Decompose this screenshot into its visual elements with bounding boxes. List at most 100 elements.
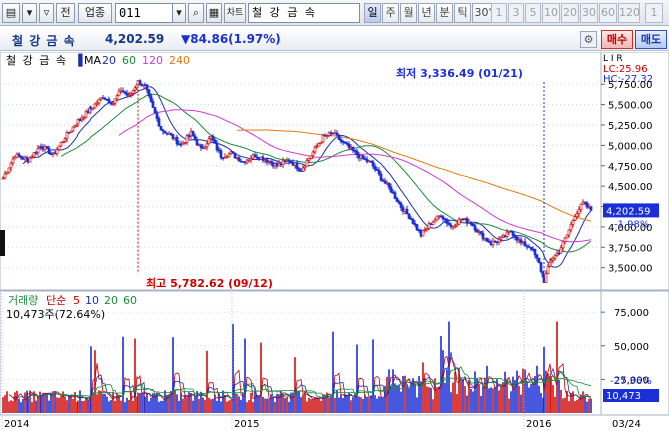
volume-bar xyxy=(358,396,360,413)
menu-icon[interactable]: ▤ xyxy=(2,3,20,23)
volume-bar xyxy=(456,394,458,413)
interval-button-30[interactable]: 30 xyxy=(580,3,598,23)
candle-body xyxy=(11,158,15,164)
candle-body xyxy=(405,208,409,215)
volume-bar xyxy=(208,397,210,413)
volume-bar xyxy=(408,387,410,413)
stock-chart[interactable]: 철 강 금 속 ▐ MA 20 60 120 240 L I R LC:25.96 H… xyxy=(0,52,669,431)
volume-bar xyxy=(520,394,522,413)
candle-body xyxy=(527,246,531,248)
candle-body xyxy=(207,138,211,145)
volume-tick-label: 50,000 xyxy=(614,342,649,353)
volume-bar xyxy=(286,396,288,413)
volume-bar xyxy=(450,392,452,413)
interval-button-20[interactable]: 20 xyxy=(561,3,579,23)
volume-bar xyxy=(96,394,98,413)
volume-bar xyxy=(268,398,270,413)
candle-body xyxy=(551,257,555,261)
volume-bar xyxy=(10,400,12,413)
volume-bar xyxy=(394,383,396,413)
volume-bar xyxy=(432,399,434,413)
volume-bar xyxy=(124,402,126,413)
volume-ma-line-3 xyxy=(61,377,592,397)
volume-bar xyxy=(188,392,190,413)
code-input[interactable]: 011 xyxy=(115,3,173,23)
candle-body xyxy=(253,154,257,158)
volume-bar xyxy=(278,394,280,413)
volume-bar xyxy=(52,391,54,413)
volume-bar xyxy=(462,380,464,413)
candle-body xyxy=(549,260,553,263)
candle-body xyxy=(445,219,449,224)
period-button-4[interactable]: 분 xyxy=(436,3,453,23)
period-button-1[interactable]: 주 xyxy=(382,3,399,23)
candle-body xyxy=(371,161,375,167)
filter-icon[interactable]: ▿ xyxy=(39,3,54,23)
buy-button[interactable]: 매수 xyxy=(601,30,633,49)
interval-button-60[interactable]: 60 xyxy=(599,3,617,23)
period-type-button[interactable]: 전 xyxy=(56,3,75,23)
sell-button[interactable]: 매도 xyxy=(635,30,667,49)
volume-bar xyxy=(156,392,158,413)
corner-label: L I R xyxy=(603,54,623,64)
extra-interval-button[interactable]: 1 xyxy=(645,3,663,23)
volume-bar xyxy=(290,392,292,413)
volume-bar xyxy=(340,394,342,413)
period-button-3[interactable]: 년 xyxy=(418,3,435,23)
price-y-axis: 3,500.003,750.004,000.004,250.004,500.00… xyxy=(601,80,653,275)
candle-body xyxy=(127,94,131,97)
period-button-2[interactable]: 월 xyxy=(400,3,417,23)
volume-grid xyxy=(0,311,601,380)
grid-icon[interactable]: ▦ xyxy=(206,3,222,23)
volume-bar xyxy=(54,390,56,413)
candle-body xyxy=(491,240,495,245)
volume-bar xyxy=(376,398,378,413)
volume-bar xyxy=(172,337,174,413)
volume-bar xyxy=(470,388,472,413)
scroll-handle[interactable] xyxy=(0,230,5,256)
dropdown-arrow-icon[interactable]: ▾ xyxy=(22,3,37,23)
candle-body xyxy=(1,177,5,180)
candle-body xyxy=(59,142,63,147)
volume-bar xyxy=(524,369,526,413)
volume-bar xyxy=(236,393,238,413)
volume-bar xyxy=(396,385,398,413)
volume-bar xyxy=(354,393,356,413)
volume-bar xyxy=(370,395,372,413)
candle-body xyxy=(571,220,575,225)
category-select[interactable]: 업종 xyxy=(78,3,112,23)
volume-bar xyxy=(352,397,354,413)
interval-button-3[interactable]: 3 xyxy=(508,3,524,23)
code-dropdown-icon[interactable]: ▾ xyxy=(173,3,186,23)
volume-bar xyxy=(356,344,358,413)
volume-bar xyxy=(410,382,412,413)
period-button-6[interactable]: 30' xyxy=(472,3,494,23)
candle-body xyxy=(155,112,159,119)
volume-bar xyxy=(250,392,252,413)
candle-body xyxy=(247,159,251,162)
name-field[interactable]: 철 강 금 속 xyxy=(248,3,360,23)
period-button-5[interactable]: 틱 xyxy=(454,3,471,23)
volume-bar xyxy=(24,392,26,413)
volume-bar xyxy=(372,339,374,413)
interval-button-10[interactable]: 10 xyxy=(542,3,560,23)
candle-body xyxy=(30,156,34,159)
candle-body xyxy=(415,224,419,231)
candle-body xyxy=(481,233,485,240)
interval-button-1[interactable]: 1 xyxy=(491,3,507,23)
gear-icon[interactable]: ⚙ xyxy=(580,31,597,48)
volume-bar xyxy=(412,378,414,413)
current-change-label: -1.98% xyxy=(614,219,649,230)
interval-button-120[interactable]: 120 xyxy=(618,3,640,23)
chart-settings-button[interactable]: 차트 xyxy=(224,3,246,23)
volume-bars xyxy=(2,321,592,413)
period-button-0[interactable]: 일 xyxy=(364,3,381,23)
search-icon[interactable]: ⌕ xyxy=(188,3,204,23)
volume-bar xyxy=(222,390,224,413)
interval-button-5[interactable]: 5 xyxy=(525,3,541,23)
volume-bar xyxy=(476,378,478,413)
candle-body xyxy=(125,92,129,96)
volume-bar xyxy=(312,399,314,413)
candle-body xyxy=(585,202,589,208)
candle-body xyxy=(203,146,207,149)
